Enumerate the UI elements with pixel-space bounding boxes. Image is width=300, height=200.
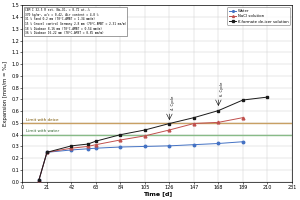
Water [45,151,49,154]
K-formate de-icer solution [70,145,73,147]
Y-axis label: Expansion [mm/m = ‰]: Expansion [mm/m = ‰] [4,61,8,126]
Water [241,141,245,143]
K-formate de-icer solution [168,122,171,125]
K-formate de-icer solution [192,116,196,119]
NaCl solution [143,135,147,137]
NaCl solution [37,179,40,182]
K-formate de-icer solution [86,143,90,145]
Text: Limit with deice: Limit with deice [26,118,58,122]
Line: NaCl solution: NaCl solution [38,116,244,182]
Water [118,146,122,148]
Water [168,145,171,147]
Text: 4. Cycle: 4. Cycle [171,96,175,110]
NaCl solution [217,121,220,124]
K-formate de-icer solution [266,96,269,98]
NaCl solution [45,151,49,154]
NaCl solution [118,139,122,141]
Line: Water: Water [38,140,244,182]
Water [217,142,220,145]
NaCl solution [168,129,171,131]
K-formate de-icer solution [217,109,220,112]
Text: Limit with water: Limit with water [26,129,59,133]
Line: K-formate de-icer solution: K-formate de-icer solution [38,96,269,182]
Legend: Water, NaCl solution, K-formate de-icer solution: Water, NaCl solution, K-formate de-icer … [227,7,290,25]
NaCl solution [70,147,73,149]
K-formate de-icer solution [118,133,122,136]
X-axis label: Time [d]: Time [d] [142,192,172,197]
Water [86,148,90,150]
K-formate de-icer solution [143,129,147,131]
Text: 6. Cycle: 6. Cycle [220,82,224,96]
K-formate de-icer solution [241,99,245,101]
K-formate de-icer solution [94,140,98,142]
Water [143,145,147,148]
NaCl solution [86,145,90,148]
Water [192,143,196,146]
Text: CEM I 32.5 R ext. Na₂CO₂ = 0.72 wt.-%
370 kg/m³, w/c = 0.42, Air content = 4.8 %: CEM I 32.5 R ext. Na₂CO₂ = 0.72 wt.-% 37… [25,8,127,35]
Water [37,179,40,182]
NaCl solution [192,122,196,125]
K-formate de-icer solution [37,179,40,182]
Water [94,147,98,149]
Water [70,149,73,151]
K-formate de-icer solution [45,151,49,154]
NaCl solution [94,143,98,146]
NaCl solution [241,116,245,119]
